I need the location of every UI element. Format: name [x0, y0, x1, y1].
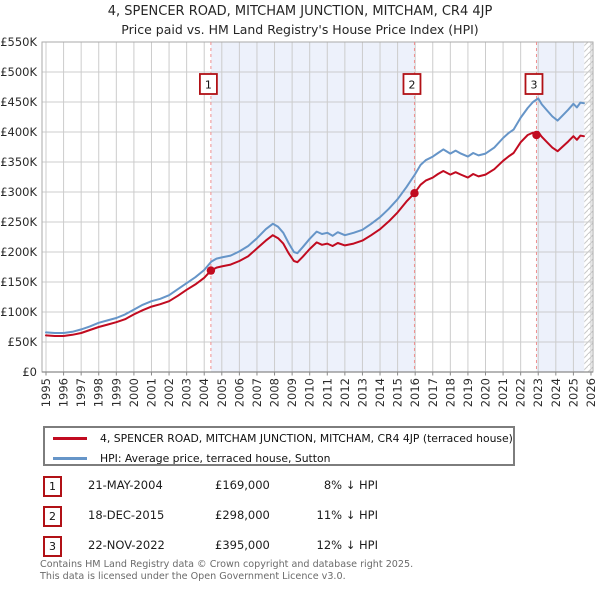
sale-number-text: 2	[408, 79, 415, 92]
x-axis-tick-label: 2012	[338, 378, 352, 407]
sale-point-marker	[206, 266, 216, 275]
footer-line-1: Contains HM Land Registry data © Crown c…	[40, 559, 414, 570]
x-axis-tick-label: 2016	[408, 378, 422, 407]
ownership-shaded-band	[210, 42, 415, 372]
y-axis-tick-label: £350K	[0, 155, 37, 169]
y-axis-tick-label: £150K	[0, 275, 37, 289]
hpi-line-swatch	[53, 457, 87, 460]
hpi-line	[45, 97, 585, 334]
x-axis-tick-label: 2008	[268, 378, 282, 407]
sale-point-marker	[532, 130, 541, 140]
x-axis-tick-label: 1999	[109, 378, 123, 407]
x-axis-tick-label: 2011	[320, 378, 334, 407]
sale-number-badge: 3	[43, 536, 62, 557]
y-axis-tick-label: £250K	[0, 215, 37, 229]
x-axis-tick-label: 2025	[566, 378, 580, 407]
x-axis-tick-label: 2015	[391, 378, 405, 407]
sale-hpi-diff: 11% ↓ HPI	[316, 508, 378, 522]
table-row: 2 18-DEC-2015 £298,000 11% ↓ HPI	[0, 506, 600, 527]
x-axis-tick-label: 1998	[92, 378, 106, 407]
sale-price: £169,000	[215, 478, 270, 492]
x-axis-tick-label: 2001	[144, 378, 158, 407]
y-axis-tick-label: £400K	[0, 125, 37, 139]
chart-legend: 4, SPENCER ROAD, MITCHAM JUNCTION, MITCH…	[43, 426, 515, 466]
table-row: 3 22-NOV-2022 £395,000 12% ↓ HPI	[0, 536, 600, 557]
x-axis-tick-label: 2022	[514, 378, 528, 407]
sale-price: £298,000	[215, 508, 270, 522]
legend-label-hpi: HPI: Average price, terraced house, Sutt…	[100, 452, 331, 465]
footer-line-2: This data is licensed under the Open Gov…	[40, 570, 346, 582]
sale-number-badge: 2	[43, 506, 62, 527]
sale-number-text: 1	[205, 79, 212, 92]
ownership-shaded-band	[536, 42, 585, 372]
sale-hpi-diff: 12% ↓ HPI	[316, 538, 378, 552]
x-axis-tick-label: 2014	[373, 378, 387, 407]
x-axis-tick-label: 2005	[215, 378, 229, 407]
legend-item-hpi: HPI: Average price, terraced house, Sutt…	[45, 449, 513, 468]
sale-hpi-diff: 8% ↓ HPI	[323, 478, 378, 492]
sale-date: 22-NOV-2022	[88, 538, 165, 552]
legend-item-property: 4, SPENCER ROAD, MITCHAM JUNCTION, MITCH…	[45, 429, 513, 448]
x-axis-tick-label: 2004	[197, 378, 211, 407]
x-axis-tick-label: 2024	[549, 378, 563, 407]
price-history-chart: 1 2 3 £0 £50K £100K £150K £200K £250K £300K £350K £…	[0, 35, 598, 407]
x-axis-tick-label: 2017	[426, 378, 440, 407]
y-axis-tick-label: £100K	[0, 305, 37, 319]
future-hatch-band	[584, 42, 593, 372]
x-axis-tick-label: 2003	[180, 378, 194, 407]
page-subtitle: Price paid vs. HM Land Registry's House …	[121, 22, 479, 37]
x-axis-tick-label: 1995	[39, 378, 53, 407]
y-axis-tick-label: £50K	[8, 335, 38, 349]
legend-label-property: 4, SPENCER ROAD, MITCHAM JUNCTION, MITCH…	[100, 432, 513, 445]
x-axis-tick-label: 2021	[496, 378, 510, 407]
property-price-line	[45, 131, 585, 337]
x-axis-tick-label: 2019	[461, 378, 475, 407]
sale-date: 21-MAY-2004	[88, 478, 163, 492]
sale-number-text: 3	[530, 79, 537, 92]
x-axis-tick-label: 2007	[250, 378, 264, 407]
sale-date: 18-DEC-2015	[88, 508, 165, 522]
x-axis-tick-label: 2013	[355, 378, 369, 407]
y-axis-tick-label: £0	[22, 365, 37, 379]
y-axis-tick-label: £200K	[0, 245, 37, 259]
property-line-swatch	[53, 437, 87, 440]
sale-number-box	[524, 73, 544, 95]
sale-number-badge: 1	[43, 476, 62, 497]
chart-titles: 4, SPENCER ROAD, MITCHAM JUNCTION, MITCH…	[0, 2, 600, 39]
x-axis-tick-label: 2010	[303, 378, 317, 407]
sale-number-box	[402, 73, 422, 95]
x-axis-tick-label: 2006	[232, 378, 246, 407]
y-axis-tick-label: £300K	[0, 185, 37, 199]
table-row: 1 21-MAY-2004 £169,000 8% ↓ HPI	[0, 476, 600, 497]
x-axis-tick-label: 2026	[584, 378, 598, 407]
x-axis-tick-label: 2002	[162, 378, 176, 407]
x-axis-tick-label: 2023	[531, 378, 545, 407]
x-axis-tick-label: 1996	[57, 378, 71, 407]
license-footer: Contains HM Land Registry data © Crown c…	[40, 559, 580, 582]
sale-price: £395,000	[215, 538, 270, 552]
sale-number-box	[199, 73, 218, 95]
y-axis-tick-label: £450K	[0, 95, 37, 109]
x-axis-tick-label: 2000	[127, 378, 141, 407]
y-axis-tick-label: £500K	[0, 65, 37, 79]
page-title: 4, SPENCER ROAD, MITCHAM JUNCTION, MITCH…	[107, 4, 493, 19]
sale-point-marker	[410, 189, 419, 198]
x-axis-tick-label: 1997	[74, 378, 88, 407]
y-axis-tick-label: £550K	[0, 35, 37, 49]
x-axis-tick-label: 2009	[285, 378, 299, 407]
x-axis-tick-label: 2018	[443, 378, 457, 407]
x-axis-tick-label: 2020	[479, 378, 493, 407]
